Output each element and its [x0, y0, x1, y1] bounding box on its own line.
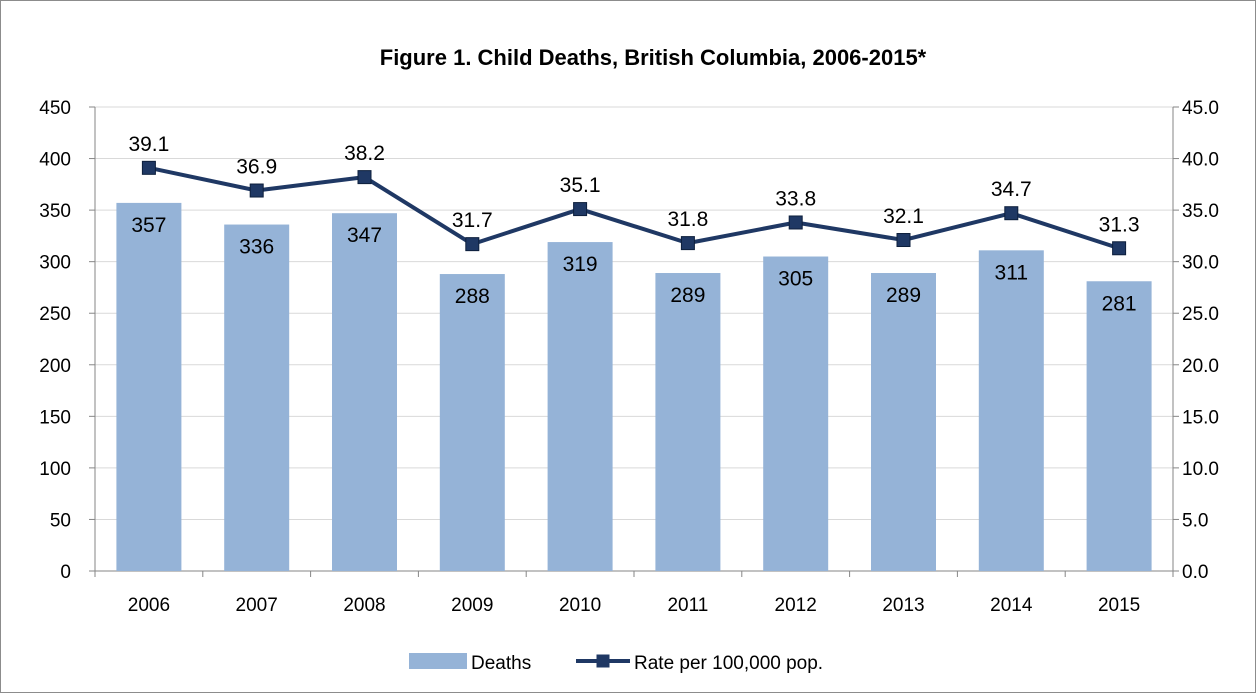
rate-marker [1004, 206, 1019, 221]
rate-data-label: 36.9 [236, 156, 277, 179]
bar-deaths [655, 273, 721, 571]
bar-data-label: 289 [670, 284, 705, 307]
left-tick-label: 350 [39, 201, 71, 222]
rate-data-label: 31.8 [667, 208, 708, 231]
legend-swatch-deaths [409, 653, 467, 669]
bar-deaths [871, 273, 936, 571]
x-tick-label: 2015 [1098, 595, 1140, 616]
right-tick-label: 5.0 [1182, 510, 1208, 531]
data-labels: 357 336 347 288 319 289 305 289 311 281 39.1 36.9 38… [128, 133, 1139, 315]
bar-deaths [439, 274, 505, 571]
right-tick-label: 15.0 [1182, 407, 1219, 428]
legend-marker-rate [596, 654, 610, 668]
axes: 0 50 100 150 200 250 300 350 400 450 0.0 5.0 10.0 15.… [39, 98, 1219, 616]
rate-marker [788, 215, 803, 230]
rate-data-label: 34.7 [991, 178, 1032, 201]
left-tick-label: 150 [39, 407, 71, 428]
right-tick-label: 25.0 [1182, 304, 1219, 325]
right-tick-label: 45.0 [1182, 98, 1219, 119]
left-tick-label: 450 [39, 98, 71, 119]
rate-marker [1112, 241, 1127, 256]
left-tick-label: 250 [39, 304, 71, 325]
rate-data-label: 35.1 [560, 174, 601, 197]
bars [116, 202, 1152, 572]
bar-data-label: 289 [886, 284, 921, 307]
left-tick-label: 100 [39, 459, 71, 480]
right-tick-label: 20.0 [1182, 356, 1219, 377]
rate-marker [465, 237, 480, 252]
bar-deaths [978, 250, 1044, 571]
x-tick-label: 2011 [667, 595, 708, 616]
x-tick-label: 2009 [451, 595, 493, 616]
left-tick-label: 200 [39, 356, 71, 377]
x-tick-label: 2008 [343, 595, 385, 616]
x-tick-label: 2013 [882, 595, 924, 616]
right-tick-label: 30.0 [1182, 253, 1219, 274]
bar-deaths [224, 224, 290, 571]
rate-polyline [148, 165, 1120, 251]
rate-data-label: 38.2 [344, 142, 385, 165]
bar-data-label: 311 [995, 261, 1028, 284]
bar-data-label: 281 [1102, 292, 1137, 315]
bar-data-label: 288 [455, 285, 490, 308]
bar-deaths [332, 213, 397, 571]
bar-deaths [1086, 281, 1152, 571]
rate-line [141, 160, 1127, 256]
rate-marker [357, 170, 372, 185]
bar-data-label: 319 [563, 253, 598, 276]
bar-data-label: 336 [239, 236, 274, 259]
rate-marker [573, 202, 588, 217]
rate-marker [141, 160, 156, 175]
legend-label-deaths: Deaths [471, 653, 531, 674]
chart-title: Figure 1. Child Deaths, British Columbia… [380, 45, 927, 70]
right-tick-label: 35.0 [1182, 201, 1219, 222]
bar-data-label: 357 [131, 214, 166, 237]
legend: Deaths Rate per 100,000 pop. [409, 653, 823, 674]
x-tick-label: 2014 [990, 595, 1033, 616]
x-tick-label: 2007 [236, 595, 278, 616]
rate-data-label: 32.1 [883, 205, 924, 228]
x-tick-label: 2006 [128, 595, 170, 616]
left-tick-label: 0 [60, 562, 71, 583]
left-tick-label: 300 [39, 253, 71, 274]
legend-label-rate: Rate per 100,000 pop. [634, 653, 823, 674]
bar-data-label: 347 [347, 224, 382, 247]
rate-marker [680, 236, 695, 251]
bar-deaths [116, 202, 182, 572]
x-tick-label: 2012 [775, 595, 817, 616]
left-tick-label: 50 [50, 510, 71, 531]
rate-data-label: 33.8 [775, 187, 816, 210]
rate-data-label: 39.1 [128, 133, 169, 156]
right-tick-label: 10.0 [1182, 459, 1219, 480]
left-tick-label: 400 [39, 150, 71, 171]
rate-marker [896, 233, 911, 248]
right-tick-label: 0.0 [1182, 562, 1208, 583]
x-tick-label: 2010 [559, 595, 601, 616]
rate-data-label: 31.3 [1099, 213, 1140, 236]
bar-data-label: 305 [778, 268, 813, 291]
bar-deaths [763, 256, 829, 571]
bar-deaths [547, 242, 613, 571]
rate-marker [249, 183, 264, 198]
right-tick-label: 40.0 [1182, 150, 1219, 171]
rate-data-label: 31.7 [452, 209, 493, 232]
